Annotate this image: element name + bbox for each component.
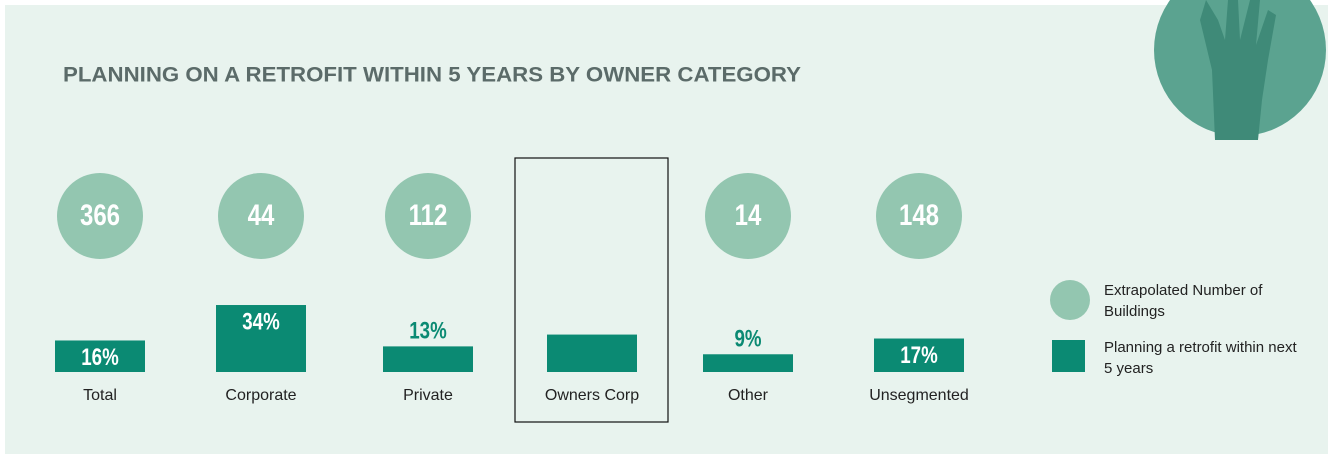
building-circle <box>876 173 962 259</box>
legend-swatch <box>1050 280 1090 320</box>
legend-label: Planning a retrofit within next 5 years <box>1104 339 1297 377</box>
bar <box>383 346 473 372</box>
category-label: Private <box>403 387 453 404</box>
circle-label: 148 <box>899 197 939 231</box>
value-label: 16% <box>81 344 118 371</box>
category-label: Owners Corp <box>545 387 639 404</box>
category-label: Unsegmented <box>869 387 969 404</box>
building-circle <box>385 173 471 259</box>
chart-title: PLANNING ON A RETROFIT WITHIN 5 YEARS BY… <box>63 64 801 87</box>
hand-decoration <box>1154 0 1326 140</box>
circle-label: 44 <box>248 197 275 231</box>
circle-label: 112 <box>409 197 448 231</box>
circle-label: 14 <box>735 197 762 231</box>
circle-label: 366 <box>80 197 120 231</box>
category-label: Corporate <box>225 387 296 404</box>
legend-label: Extrapolated Number of Buildings <box>1104 282 1263 320</box>
value-label: 13% <box>409 318 446 345</box>
bar <box>216 305 306 372</box>
legend-swatch <box>1052 340 1085 372</box>
building-circle <box>705 173 791 259</box>
building-circle <box>57 173 143 259</box>
highlight-box <box>514 157 669 423</box>
bar <box>547 334 637 372</box>
category-label: Total <box>83 387 117 404</box>
bar <box>874 338 964 372</box>
value-label: 34% <box>242 308 279 335</box>
bar <box>55 340 145 372</box>
bar <box>703 354 793 372</box>
category-label: Other <box>728 387 769 404</box>
building-circle <box>218 173 304 259</box>
value-label: 9% <box>734 325 761 352</box>
value-label: 17% <box>900 342 937 369</box>
